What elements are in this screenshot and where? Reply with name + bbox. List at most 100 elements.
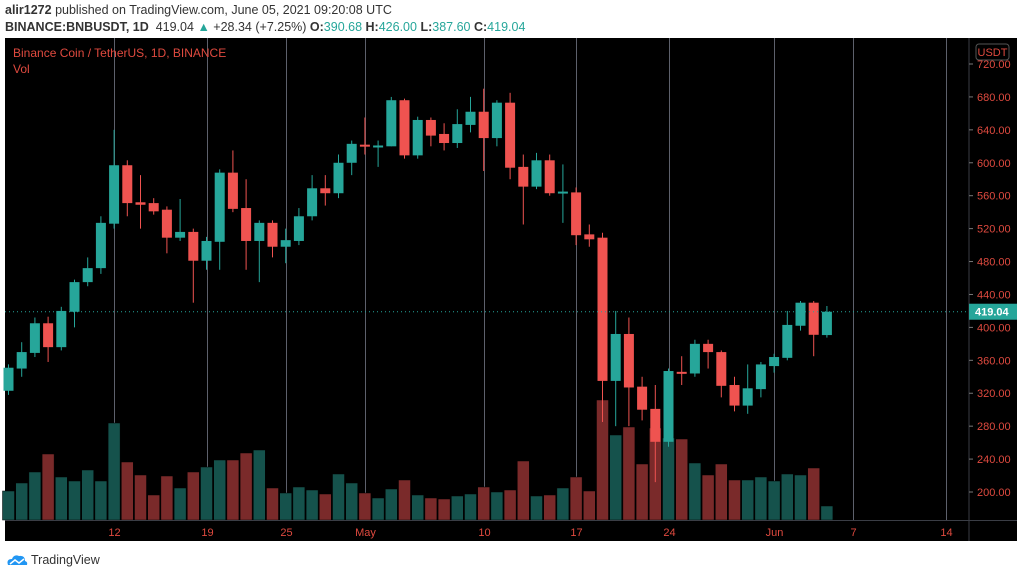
volume-bar [200, 466, 213, 521]
volume-bar [147, 494, 160, 521]
volume-bar [503, 489, 517, 521]
last-price-label: 419.04 [975, 307, 1010, 319]
candle-body [597, 237, 608, 381]
candle-body [782, 324, 793, 358]
candle-body [663, 371, 674, 442]
volume-bar [715, 463, 728, 521]
candle-body [16, 352, 27, 369]
currency-badge[interactable]: USDT [975, 43, 1010, 61]
volume-bar [28, 471, 42, 521]
candle-body [637, 386, 648, 410]
candle-body [69, 282, 80, 312]
candle-body [280, 240, 291, 247]
x-tick-label: 7 [850, 527, 856, 539]
candle-body [346, 143, 357, 163]
volume-bar [15, 482, 28, 521]
volume-bar [134, 474, 147, 521]
volume-bar [371, 497, 385, 521]
volume-bar [477, 486, 490, 521]
volume-bar [160, 475, 174, 521]
candle-body [293, 216, 304, 241]
y-tick-label: 680.00 [977, 92, 1011, 104]
currency-label: USDT [978, 47, 1008, 59]
cloud-logo-icon [7, 555, 28, 565]
candle-body [307, 188, 318, 217]
volume-bar [451, 495, 464, 521]
candle-body [399, 100, 410, 156]
price-change: +28.34 (+7.25%) [213, 20, 307, 34]
x-tick-label: May [355, 527, 376, 539]
brand-name: TradingView [31, 553, 100, 567]
x-tick-label: 19 [201, 527, 213, 539]
volume-bar [239, 452, 253, 521]
candle-body [425, 119, 436, 136]
y-tick-label: 600.00 [977, 158, 1011, 170]
volume-bar [187, 471, 200, 521]
candle-body [320, 188, 331, 194]
y-tick-label: 280.00 [977, 421, 1011, 433]
candle-body [742, 388, 753, 406]
candle-body [518, 166, 529, 187]
candle-body [148, 203, 159, 212]
candle-body [227, 172, 238, 209]
author: alir1272 [5, 3, 52, 17]
y-tick-label: 560.00 [977, 191, 1011, 203]
volume-bar [81, 469, 94, 521]
publish-info: alir1272 published on TradingView.com, J… [5, 3, 392, 17]
volume-bar [253, 449, 266, 521]
volume-bar [741, 479, 754, 521]
candle-body [135, 202, 146, 205]
close-label: C: [473, 20, 488, 34]
volume-bar [490, 491, 504, 521]
candle-body [571, 192, 582, 236]
candle-body [359, 144, 370, 147]
volume-bar [173, 487, 187, 521]
x-tick-label: Jun [766, 527, 784, 539]
candle-body [769, 357, 780, 367]
candle-body [241, 208, 252, 241]
x-tick-label: 10 [478, 527, 490, 539]
volume-bar [107, 422, 121, 521]
candle-body [412, 119, 423, 156]
volume-bar [226, 459, 240, 521]
y-tick-label: 480.00 [977, 257, 1011, 269]
volume-bar [807, 467, 820, 521]
chart-legend-title[interactable]: Binance Coin / TetherUS, 1D, BINANCE [13, 46, 227, 60]
volume-bar [332, 473, 345, 521]
candle-body [491, 102, 502, 139]
candle-body [557, 191, 568, 194]
high-label: H: [365, 20, 379, 34]
volume-legend[interactable]: Vol [13, 62, 30, 76]
y-tick-label: 440.00 [977, 289, 1011, 301]
candle-body [333, 162, 344, 194]
candle-body [755, 364, 766, 390]
candle-body [161, 209, 172, 238]
volume-bar [609, 434, 622, 521]
y-tick-label: 240.00 [977, 454, 1011, 466]
y-tick-label: 400.00 [977, 322, 1011, 334]
volume-bar [424, 497, 438, 521]
candle-body [214, 172, 225, 242]
volume-bar [556, 487, 570, 521]
volume-bar [820, 505, 834, 521]
x-tick-label: 25 [280, 527, 292, 539]
candle-body [95, 222, 106, 269]
candle-body [650, 408, 661, 442]
volume-bar [754, 476, 768, 521]
candle-body [439, 133, 450, 144]
candle-body [254, 222, 265, 241]
volume-bar [464, 493, 477, 521]
tradingview-logo[interactable]: TradingView [6, 553, 100, 567]
candle-body [795, 302, 806, 326]
candle-body [729, 385, 740, 406]
candle-body [584, 234, 595, 240]
x-tick-label: 12 [108, 527, 120, 539]
volume-bar [635, 463, 649, 521]
candle-body [56, 310, 67, 348]
volume-bar [569, 476, 583, 521]
volume-bar [437, 498, 451, 521]
candle-body [82, 268, 93, 283]
candle-body [676, 371, 687, 374]
high-value: 426.00 [378, 20, 417, 34]
